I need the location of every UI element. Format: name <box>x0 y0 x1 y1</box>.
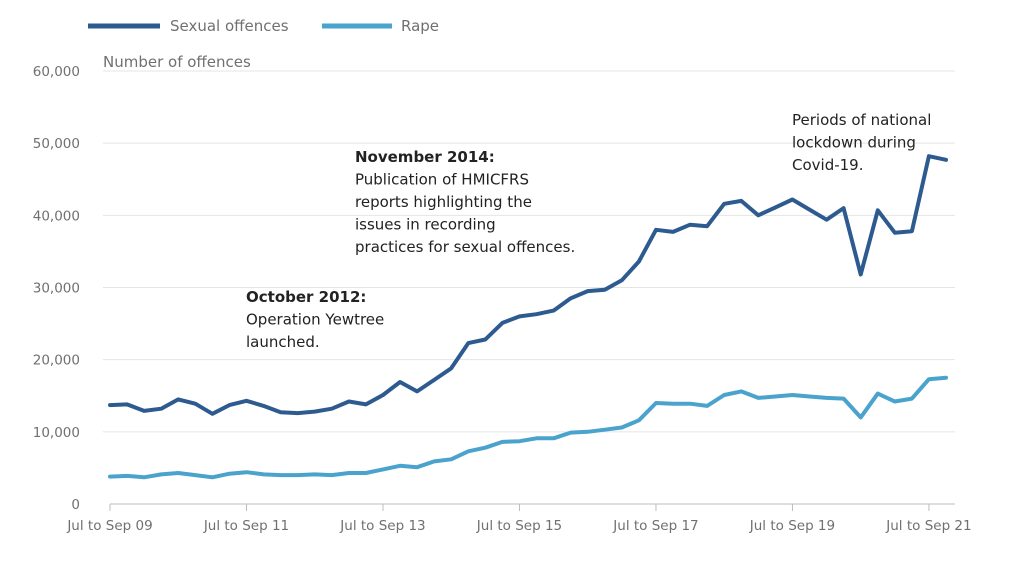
annotation-line: practices for sexual offences. <box>355 238 575 256</box>
legend-label-rape: Rape <box>401 17 439 35</box>
annotation-title: October 2012: <box>246 288 366 306</box>
x-tick-label: Jul to Sep 21 <box>885 518 971 534</box>
annotation-1: October 2012: Operation Yewtree launched. <box>246 288 384 351</box>
annotation-line: Periods of national <box>792 111 931 129</box>
annotation-3: Periods of national lockdown during Covid-… <box>792 111 931 174</box>
annotations: October 2012: Operation Yewtree launched. N… <box>246 111 931 351</box>
y-tick-label: 0 <box>71 497 80 513</box>
y-tick-label: 60,000 <box>33 64 80 80</box>
series-lines <box>108 154 948 480</box>
x-tick-label: Jul to Sep 11 <box>203 518 289 534</box>
annotation-title: November 2014: <box>355 148 495 166</box>
y-tick-label: 10,000 <box>33 425 80 441</box>
x-tick-label: Jul to Sep 09 <box>66 518 152 534</box>
annotation-line: issues in recording <box>355 216 496 234</box>
y-tick-label: 50,000 <box>33 136 80 152</box>
legend: Sexual offences Rape <box>88 17 439 35</box>
x-axis: Jul to Sep 09 Jul to Sep 11 Jul to Sep 13 J… <box>66 503 972 534</box>
y-tick-label: 40,000 <box>33 208 80 224</box>
x-tick-label: Jul to Sep 17 <box>612 518 698 534</box>
annotation-line: launched. <box>246 333 320 351</box>
annotation-line: Publication of HMICFRS <box>355 171 529 189</box>
annotation-line: lockdown during <box>792 134 916 152</box>
annotation-line: Covid-19. <box>792 156 863 174</box>
legend-label-sexual-offences: Sexual offences <box>170 17 289 35</box>
annotation-2: November 2014: Publication of HMICFRS repo… <box>355 148 575 256</box>
y-tick-label: 20,000 <box>33 353 80 369</box>
x-tick-label: Jul to Sep 19 <box>749 518 835 534</box>
series-line-rape <box>108 375 948 480</box>
gridlines <box>103 70 955 433</box>
x-tick-label: Jul to Sep 13 <box>339 518 425 534</box>
y-tick-label: 30,000 <box>33 281 80 297</box>
series-line-sexual-offences <box>108 154 948 416</box>
annotation-line: Operation Yewtree <box>246 311 384 329</box>
annotation-line: reports highlighting the <box>355 193 532 211</box>
y-axis-ticks: 0 10,000 20,000 30,000 40,000 50,000 60,000 <box>33 64 80 513</box>
x-tick-label: Jul to Sep 15 <box>476 518 562 534</box>
y-axis-title: Number of offences <box>103 53 251 71</box>
